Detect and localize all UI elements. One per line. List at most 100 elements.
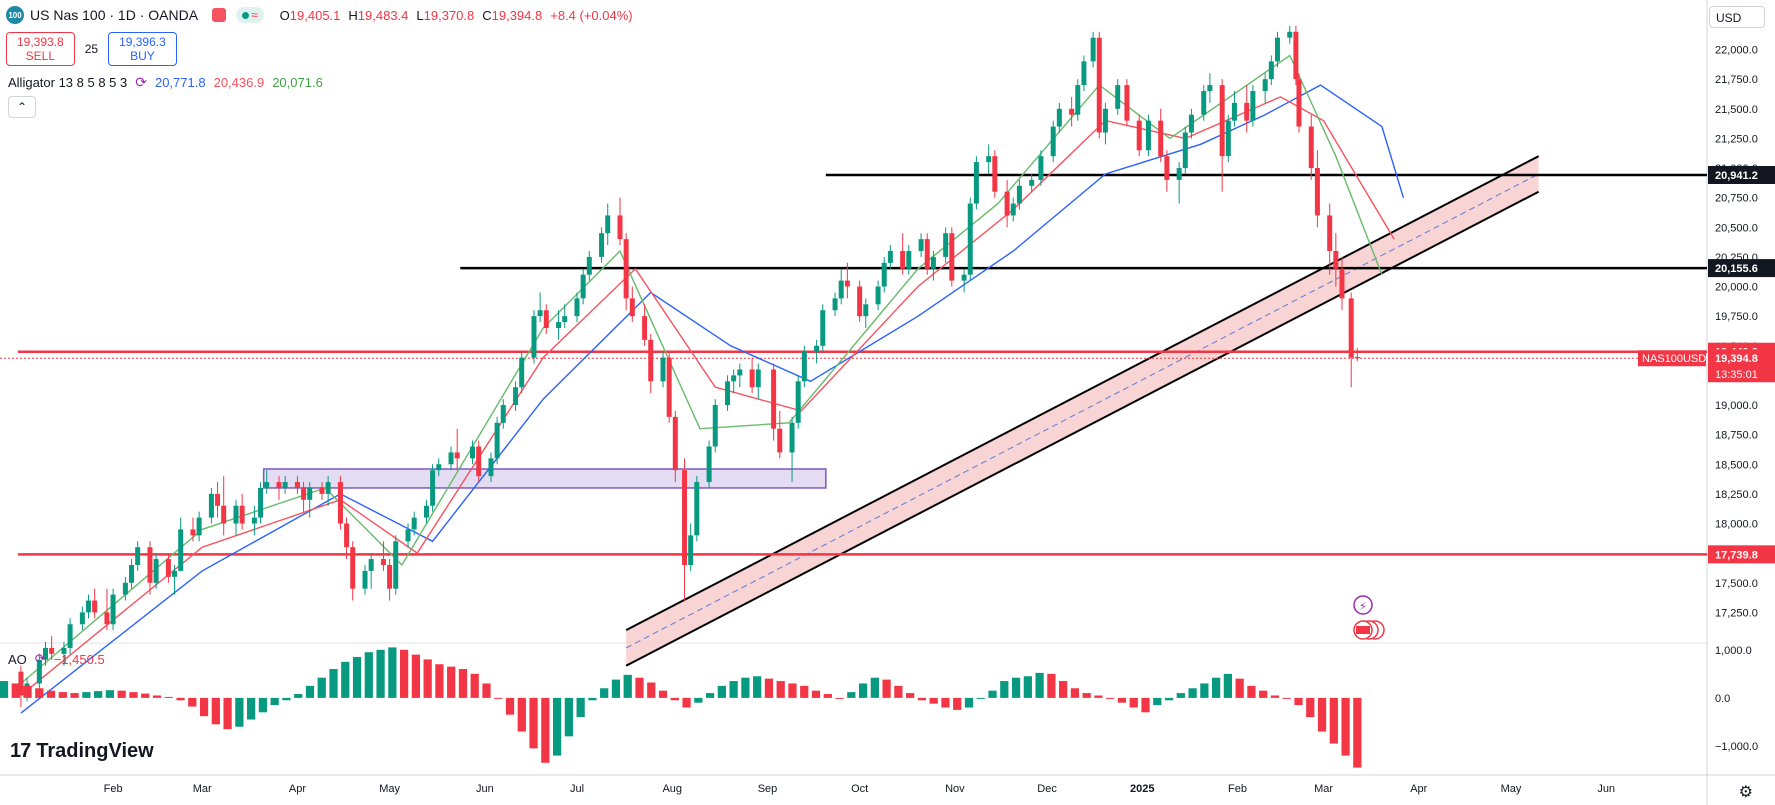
candle-body [239, 505, 245, 524]
ao-bar [494, 697, 503, 699]
gear-icon[interactable]: ⚙ [1738, 784, 1753, 801]
ao-bar [1047, 673, 1056, 698]
ao-bar [941, 697, 950, 708]
ao-bar [364, 652, 373, 698]
price-tick-label: 21,500.0 [1715, 104, 1758, 116]
ao-legend[interactable]: AO ⟳ −1,450.5 [8, 651, 105, 667]
ao-bar [388, 647, 397, 698]
ao-bar [1200, 683, 1209, 698]
ao-bar [1059, 681, 1068, 698]
price-tick-label: 17,500.0 [1715, 578, 1758, 590]
sell-button[interactable]: 19,393.8 SELL [6, 32, 75, 66]
ao-bar [1353, 697, 1362, 768]
candle-body [1056, 108, 1062, 127]
time-tick-label: Feb [1228, 783, 1247, 795]
candle-body [172, 570, 178, 577]
candle-body [666, 357, 672, 417]
open-label: O [279, 7, 290, 23]
candle-body [362, 570, 368, 589]
cycle-icon[interactable]: ⟳ [34, 651, 46, 666]
price-tick-label: 17,250.0 [1715, 607, 1758, 619]
ao-bar [600, 688, 609, 698]
candle-body [531, 316, 537, 358]
flag-icon[interactable] [212, 8, 227, 22]
candle-body [1081, 61, 1087, 86]
symbol-title[interactable]: US Nas 100 · 1D · OANDA [30, 7, 199, 23]
candle-body [961, 274, 967, 281]
candle-body [1201, 91, 1207, 115]
candle-body [648, 339, 654, 382]
currency-selector[interactable]: USD [1709, 6, 1765, 28]
candle-body [900, 250, 906, 269]
candle-body [1004, 191, 1010, 216]
tradingview-logo[interactable]: 17 TradingView [10, 740, 154, 763]
candle-body [513, 387, 519, 406]
time-tick-label: Apr [289, 783, 306, 795]
candle-body [599, 233, 605, 257]
ao-bar [11, 683, 20, 698]
alligator-legend[interactable]: Alligator 13 8 5 8 5 3 ⟳ 20,771.8 20,436… [8, 74, 323, 91]
candle-body [672, 416, 678, 471]
candle-body [488, 458, 494, 477]
ao-bar [1270, 695, 1280, 698]
ao-bar [1035, 672, 1044, 698]
candle-body [543, 310, 549, 328]
candle-body [694, 482, 700, 536]
ao-bar [1294, 697, 1303, 706]
candle-body [411, 517, 417, 530]
candle-body [924, 239, 930, 269]
alligator-jaw-line [20, 84, 1405, 714]
candle-body [1090, 37, 1096, 62]
candle-body [294, 482, 300, 488]
ao-bar [1247, 685, 1256, 698]
ao-bar [906, 693, 915, 698]
time-tick-label: Jun [1597, 783, 1615, 795]
candle-body [344, 523, 350, 548]
ao-bar [1094, 695, 1103, 698]
ao-bar [1259, 690, 1268, 698]
candle-body [605, 215, 611, 234]
ao-bar [482, 683, 491, 698]
ao-bar [753, 676, 762, 698]
ao-bar [670, 697, 679, 701]
brand-name: TradingView [36, 740, 154, 762]
ao-bar [1223, 673, 1233, 698]
candle-body [178, 529, 184, 571]
ao-bar [447, 666, 456, 698]
price-tick-label: 18,750.0 [1715, 430, 1758, 442]
candle-body [233, 505, 239, 524]
candle-body [660, 357, 666, 382]
time-tick-label: Mar [1314, 783, 1333, 795]
ao-bar [694, 697, 703, 703]
chevron-up-icon[interactable]: ⌃ [8, 96, 36, 118]
price-marker-badge [1708, 545, 1775, 564]
ao-bar [470, 673, 479, 698]
price-tick-label: 21,250.0 [1715, 133, 1758, 145]
ao-bar [611, 679, 621, 698]
ao-bar [929, 697, 938, 704]
candle-body [470, 446, 476, 459]
candle-body [104, 612, 110, 625]
ao-bar [623, 674, 632, 698]
candle-body [1274, 37, 1280, 62]
cycle-icon[interactable]: ⟳ [135, 74, 147, 90]
candle-body [500, 405, 506, 423]
ao-bar [164, 696, 173, 698]
candle-body [165, 559, 171, 577]
candle-body [1188, 114, 1194, 133]
ao-bar [1070, 688, 1080, 698]
candle-body [1207, 85, 1213, 92]
market-status-pill[interactable]: ≈ [236, 7, 264, 23]
ao-bar [552, 697, 562, 756]
candle-body [749, 369, 755, 388]
candle-body [1136, 120, 1142, 151]
wave-icon: ≈ [251, 8, 258, 22]
ao-bar [1106, 697, 1115, 699]
candle-body [221, 505, 227, 524]
candle-body [251, 517, 257, 524]
support-zone [262, 468, 827, 489]
buy-button[interactable]: 19,396.3 BUY [108, 32, 177, 66]
candle-body [1333, 250, 1339, 269]
ao-bar [529, 697, 538, 749]
